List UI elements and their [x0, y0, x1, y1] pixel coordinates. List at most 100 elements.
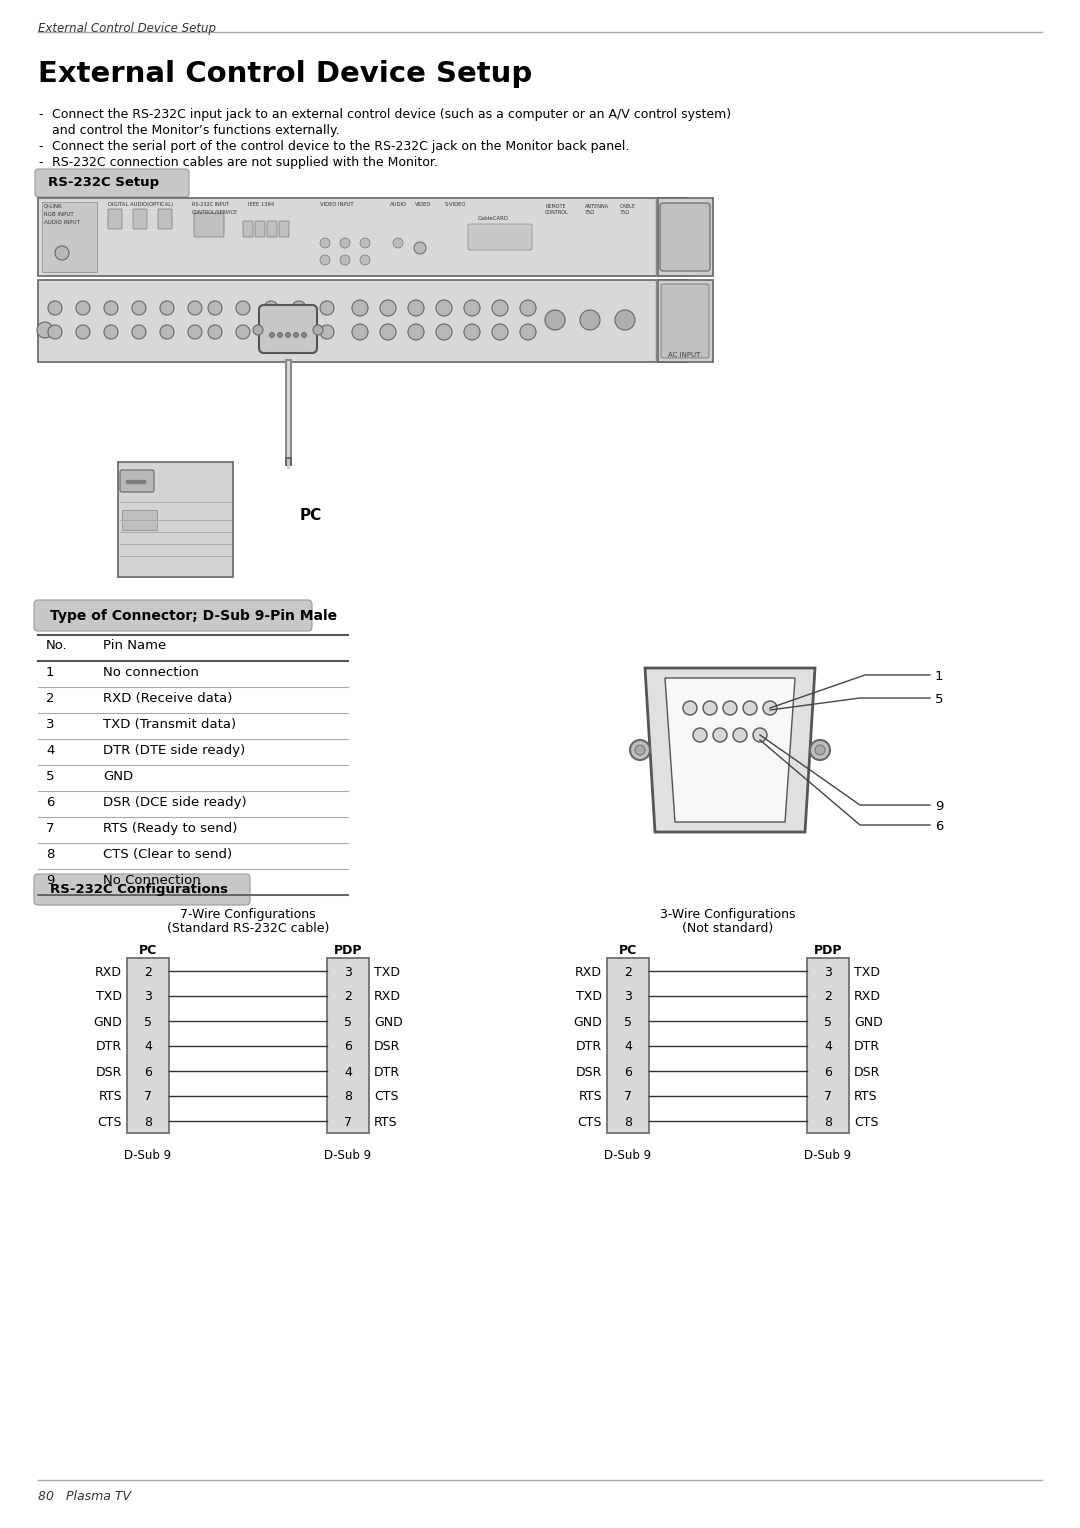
Circle shape: [723, 701, 737, 715]
Circle shape: [301, 333, 307, 338]
Circle shape: [436, 324, 453, 341]
Text: DSR: DSR: [576, 1065, 602, 1079]
Circle shape: [320, 255, 330, 264]
Text: GND: GND: [93, 1016, 122, 1028]
Text: 8: 8: [624, 1115, 632, 1129]
Circle shape: [630, 740, 650, 759]
Text: DSR (DCE side ready): DSR (DCE side ready): [103, 796, 246, 808]
Bar: [807, 958, 849, 1132]
Text: 80   Plasma TV: 80 Plasma TV: [38, 1490, 131, 1504]
Circle shape: [352, 324, 368, 341]
FancyBboxPatch shape: [108, 209, 122, 229]
Text: No.: No.: [46, 639, 68, 652]
Text: External Control Device Setup: External Control Device Setup: [38, 21, 216, 35]
Circle shape: [237, 301, 249, 315]
Text: External Control Device Setup: External Control Device Setup: [38, 60, 532, 89]
Text: PC: PC: [300, 507, 322, 523]
Text: PC: PC: [619, 944, 637, 957]
Text: (Standard RS-232C cable): (Standard RS-232C cable): [166, 921, 329, 935]
Text: RTS: RTS: [579, 1091, 602, 1103]
Circle shape: [104, 301, 118, 315]
Text: -: -: [38, 156, 42, 170]
Circle shape: [519, 324, 536, 341]
Circle shape: [713, 727, 727, 743]
Bar: [127, 958, 168, 1132]
Text: 3: 3: [46, 718, 54, 730]
Circle shape: [320, 325, 334, 339]
FancyBboxPatch shape: [259, 306, 318, 353]
Circle shape: [294, 333, 298, 338]
Circle shape: [270, 333, 274, 338]
Text: AC INPUT: AC INPUT: [669, 351, 700, 358]
Text: AUDIO INPUT: AUDIO INPUT: [44, 220, 80, 225]
Text: 7-Wire Configurations: 7-Wire Configurations: [180, 908, 315, 921]
Text: CTS: CTS: [854, 1115, 878, 1129]
Text: -: -: [38, 141, 42, 153]
Text: RTS: RTS: [374, 1115, 397, 1129]
Text: 4: 4: [46, 744, 54, 756]
Text: DTR: DTR: [576, 1041, 602, 1053]
Text: No Connection: No Connection: [103, 874, 201, 886]
Text: 5: 5: [345, 1016, 352, 1028]
Circle shape: [635, 746, 645, 755]
Circle shape: [408, 299, 424, 316]
Text: 8: 8: [824, 1115, 832, 1129]
Text: 6: 6: [935, 821, 943, 833]
Text: D-Sub 9: D-Sub 9: [805, 1149, 851, 1161]
Circle shape: [76, 325, 90, 339]
Circle shape: [132, 301, 146, 315]
FancyBboxPatch shape: [255, 222, 265, 237]
Text: 3: 3: [144, 990, 152, 1004]
Circle shape: [545, 310, 565, 330]
Polygon shape: [645, 668, 815, 833]
Bar: [327, 958, 369, 1132]
Circle shape: [132, 325, 146, 339]
Text: -: -: [38, 108, 42, 121]
FancyBboxPatch shape: [33, 874, 249, 905]
Text: 5: 5: [624, 1016, 632, 1028]
Text: DTR: DTR: [374, 1065, 400, 1079]
Text: 8: 8: [345, 1091, 352, 1103]
Text: VIDEO: VIDEO: [415, 202, 431, 206]
Text: TXD: TXD: [854, 966, 880, 978]
Circle shape: [208, 301, 222, 315]
Circle shape: [360, 255, 370, 264]
Text: 3-Wire Configurations: 3-Wire Configurations: [660, 908, 796, 921]
Bar: [118, 461, 233, 578]
Text: 6: 6: [624, 1065, 632, 1079]
Text: 2: 2: [624, 966, 632, 978]
Circle shape: [340, 238, 350, 248]
Circle shape: [104, 325, 118, 339]
FancyBboxPatch shape: [660, 203, 710, 270]
Text: PDP: PDP: [334, 944, 362, 957]
Circle shape: [703, 701, 717, 715]
Text: TXD (Transmit data): TXD (Transmit data): [103, 718, 237, 730]
Circle shape: [414, 241, 426, 254]
Text: CTS: CTS: [374, 1091, 399, 1103]
Text: DTR (DTE side ready): DTR (DTE side ready): [103, 744, 245, 756]
Text: ANTENNA
75Ω: ANTENNA 75Ω: [585, 205, 609, 215]
Circle shape: [160, 301, 174, 315]
Circle shape: [55, 246, 69, 260]
Text: 5: 5: [935, 694, 944, 706]
FancyBboxPatch shape: [35, 170, 189, 197]
Text: S-VIDEO: S-VIDEO: [445, 202, 467, 206]
Bar: [658, 199, 713, 277]
Circle shape: [615, 310, 635, 330]
Circle shape: [320, 238, 330, 248]
Text: RTS: RTS: [98, 1091, 122, 1103]
Text: 2: 2: [345, 990, 352, 1004]
Circle shape: [76, 301, 90, 315]
Text: GND: GND: [374, 1016, 403, 1028]
Text: REMOTE
CONTROL: REMOTE CONTROL: [545, 205, 569, 215]
Circle shape: [292, 301, 306, 315]
Text: 4: 4: [345, 1065, 352, 1079]
Text: RS-232C Configurations: RS-232C Configurations: [50, 883, 228, 895]
Circle shape: [340, 255, 350, 264]
Circle shape: [292, 325, 306, 339]
FancyBboxPatch shape: [661, 284, 708, 358]
Circle shape: [313, 325, 323, 335]
Text: VIDEO INPUT: VIDEO INPUT: [320, 202, 353, 206]
Text: DSR: DSR: [96, 1065, 122, 1079]
Circle shape: [519, 299, 536, 316]
